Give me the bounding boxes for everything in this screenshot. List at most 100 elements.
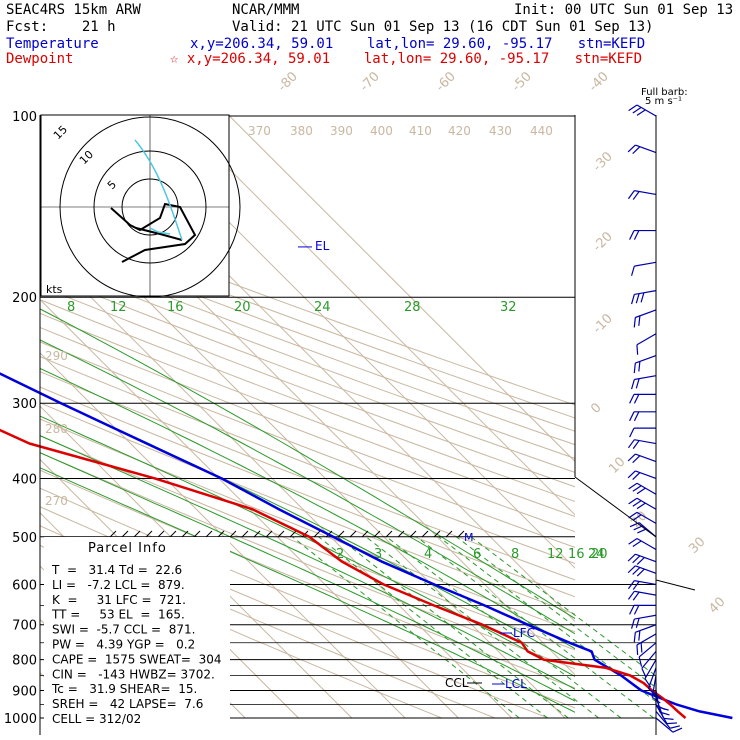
wind-barb bbox=[629, 393, 656, 404]
hatch-mark bbox=[193, 530, 201, 538]
theta-label: 440 bbox=[530, 124, 553, 138]
wind-barb bbox=[627, 190, 657, 200]
dry-adiabat-line bbox=[40, 386, 575, 598]
wind-barb bbox=[629, 411, 656, 422]
hatch-mark bbox=[145, 530, 153, 538]
isotherm-line bbox=[40, 245, 513, 719]
pressure-tick-label: 200 bbox=[12, 291, 37, 306]
wind-barb bbox=[636, 333, 657, 355]
wind-barb bbox=[629, 427, 656, 438]
mixing-ratio-label: 16 bbox=[568, 547, 585, 562]
hatch-mark bbox=[433, 530, 441, 538]
wind-barb bbox=[629, 229, 656, 240]
dry-adiabat-line bbox=[40, 418, 575, 633]
wind-barb bbox=[630, 290, 657, 305]
isotherm-label: -40 bbox=[586, 69, 612, 95]
moist-adiabat-label: 32 bbox=[500, 300, 517, 315]
wind-barb bbox=[629, 604, 656, 615]
hatch-mark bbox=[457, 530, 465, 538]
hatch-mark bbox=[421, 530, 429, 538]
mixing-ratio-label: 24 bbox=[588, 547, 605, 562]
pressure-tick-label: 1000 bbox=[4, 712, 37, 727]
hodograph-trace bbox=[135, 227, 183, 241]
hatch-mark bbox=[373, 530, 381, 538]
mixing-ratio-line bbox=[455, 537, 656, 689]
wind-barb bbox=[627, 439, 657, 450]
theta-label: 370 bbox=[248, 124, 271, 138]
el-label: EL bbox=[315, 239, 330, 253]
temperature-curve bbox=[0, 372, 733, 720]
isotherm-label: 40 bbox=[706, 595, 728, 617]
hatch-mark bbox=[241, 530, 249, 538]
isotherm-line bbox=[40, 352, 406, 719]
dry-adiabat-line bbox=[40, 299, 575, 503]
dry-adiabat-line bbox=[40, 341, 575, 548]
parcel-info-row: Tc = 31.9 SHEAR= 15. bbox=[51, 682, 197, 696]
hatch-mark bbox=[121, 530, 129, 538]
wind-barb bbox=[627, 580, 657, 590]
hatch-mark bbox=[181, 530, 189, 538]
mixing-ratio-label: 20 bbox=[591, 547, 608, 562]
moist-adiabat-label: 28 bbox=[404, 300, 421, 315]
theta-label: 390 bbox=[330, 124, 353, 138]
theta-label: 430 bbox=[489, 124, 512, 138]
hatch-mark bbox=[265, 530, 273, 538]
dry-adiabat-line bbox=[40, 222, 575, 419]
pressure-tick-label: 100 bbox=[12, 110, 37, 125]
pressure-tick-label: 900 bbox=[12, 684, 37, 699]
dry-adiabat-line bbox=[40, 452, 575, 670]
moist-adiabat-label: 8 bbox=[67, 300, 75, 315]
wind-barb bbox=[633, 624, 657, 643]
pressure-tick-label: 500 bbox=[12, 531, 37, 546]
temperature-location: x,y=206.34, 59.01 lat,lon= 29.60, -95.17… bbox=[190, 36, 646, 52]
hatch-mark bbox=[385, 530, 393, 538]
hatch-mark bbox=[409, 530, 417, 538]
isotherm-line bbox=[229, 115, 575, 463]
wind-barb bbox=[627, 470, 657, 480]
parcel-info-row: T = 31.4 Td = 22.6 bbox=[51, 563, 182, 577]
hatch-mark bbox=[361, 530, 369, 538]
hatch-mark bbox=[289, 530, 297, 538]
dry-adiabat-line bbox=[40, 402, 575, 615]
dry-adiabat-line bbox=[40, 259, 575, 459]
parcel-info-row: TT = 53 EL = 165. bbox=[51, 608, 185, 622]
wind-barb bbox=[630, 261, 657, 276]
init-time: Init: 00 UTC Sun 01 Sep 13 bbox=[514, 2, 734, 18]
dry-adiabat-line bbox=[40, 435, 575, 651]
dry-adiabat-line bbox=[40, 285, 575, 488]
wind-barb bbox=[627, 144, 657, 155]
theta-label: 410 bbox=[409, 124, 432, 138]
wind-barb bbox=[633, 309, 657, 328]
isotherm-label: -10 bbox=[590, 311, 616, 337]
hatch-mark bbox=[313, 530, 321, 538]
mixing-ratio-line bbox=[337, 537, 569, 719]
hatch-mark bbox=[217, 530, 225, 538]
temperature-legend: Temperature bbox=[6, 36, 99, 52]
isotherm-label: -20 bbox=[590, 229, 616, 255]
isotherm-label: 10 bbox=[606, 455, 628, 477]
moist-adiabat-label: 16 bbox=[167, 300, 184, 315]
dewpoint-legend: Dewpoint bbox=[6, 51, 74, 67]
mixing-ratio-line bbox=[438, 537, 656, 703]
hatch-mark bbox=[277, 530, 285, 538]
hatch-mark bbox=[133, 530, 141, 538]
parcel-info-row: CAPE = 1575 SWEAT= 304 bbox=[52, 652, 222, 666]
wind-barb bbox=[636, 633, 657, 655]
wind-barb-column bbox=[627, 104, 683, 733]
mixing-ratio-line bbox=[470, 537, 656, 677]
wind-barb bbox=[627, 553, 657, 565]
theta-label: 400 bbox=[370, 124, 393, 138]
dry-adiabat-line bbox=[40, 272, 575, 473]
hatch-mark bbox=[109, 530, 117, 538]
parcel-info-box: Parcel Info T = 31.4 Td = 22.6LI = -7.2 … bbox=[44, 537, 230, 733]
forecast-hour: Fcst: 21 h bbox=[6, 19, 116, 35]
parcel-info-title: Parcel Info bbox=[88, 541, 167, 556]
hatch-mark bbox=[157, 530, 165, 538]
hatch-mark bbox=[397, 530, 405, 538]
dewpoint-curve bbox=[0, 428, 687, 719]
hatch-mark bbox=[205, 530, 213, 538]
moist-adiabat-label: 12 bbox=[110, 300, 127, 315]
mixing-ratio-line bbox=[416, 537, 655, 719]
isotherm-label: 30 bbox=[686, 535, 708, 557]
